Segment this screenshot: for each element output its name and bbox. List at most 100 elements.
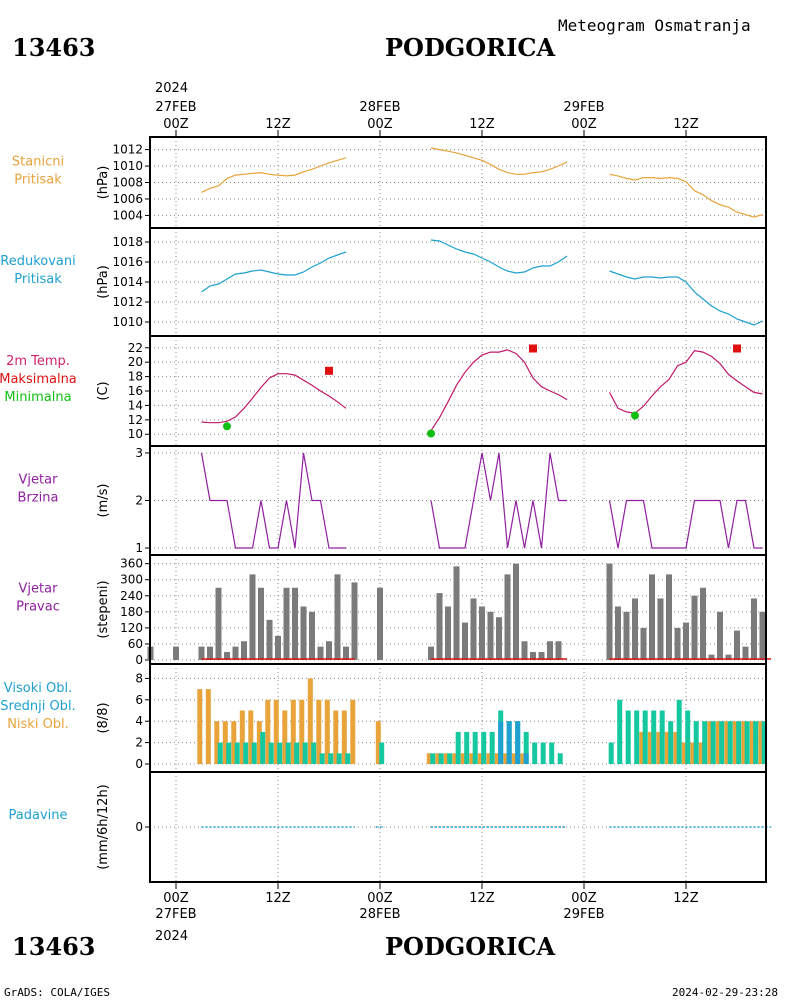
time-label-top: 00Z (571, 117, 597, 132)
top-year: 2024 (155, 81, 188, 96)
y-tick-label: 2 (135, 736, 143, 750)
y-tick-label: 0 (135, 757, 143, 771)
y-tick-label: 300 (120, 573, 143, 587)
cloud-bar (719, 721, 725, 764)
direction-bar (521, 641, 528, 660)
panel-label: Pritisak (14, 173, 62, 188)
direction-bar (742, 646, 749, 660)
cloud-bar (222, 721, 228, 764)
direction-bar (708, 654, 715, 660)
time-axis: 27FEB00Z00Z27FEB12Z12Z28FEB00Z00Z28FEB12… (155, 100, 698, 922)
time-label-bottom: 27FEB (155, 907, 196, 922)
cloud-bar (316, 699, 322, 764)
panel-label: Maksimalna (0, 372, 77, 387)
direction-bar (513, 563, 519, 660)
panel-label: 2m Temp. (6, 354, 70, 369)
cloud-bar (659, 710, 665, 764)
cloud-bar (523, 731, 529, 764)
y-tick-label: 1016 (112, 255, 143, 269)
cloud-bar (333, 710, 339, 764)
cloud-bar (503, 753, 509, 764)
cloud-bar (523, 753, 529, 764)
y-tick-label: 18 (128, 370, 143, 384)
cloud-bar (736, 721, 742, 764)
direction-bar (555, 641, 562, 660)
y-axis-label: (m/s) (96, 484, 111, 518)
cloud-bar (617, 699, 623, 764)
y-tick-label: 8 (135, 671, 143, 685)
cloud-bar (690, 742, 696, 764)
cloud-bar (664, 731, 670, 764)
cloud-bar (248, 710, 254, 764)
time-label-bottom: 12Z (673, 891, 699, 906)
direction-bar (266, 619, 273, 660)
panel-label: Pritisak (14, 272, 62, 287)
time-label-bottom: 00Z (367, 891, 393, 906)
series-line (430, 452, 567, 549)
direction-bar (649, 574, 655, 660)
y-tick-label: 10 (128, 427, 143, 441)
cloud-bar (350, 699, 356, 764)
cloud-bar (634, 710, 640, 764)
y-tick-label: 2 (135, 494, 143, 508)
direction-bar (640, 627, 647, 660)
cloud-bar (231, 721, 237, 764)
direction-bar (436, 593, 443, 660)
y-tick-label: 12 (128, 413, 143, 427)
series-line (430, 239, 568, 274)
direction-bar (334, 574, 341, 660)
cloud-bar (486, 753, 492, 764)
cloud-bar (608, 742, 614, 764)
y-tick-label: 4 (135, 714, 143, 728)
cloud-bar (732, 721, 738, 764)
product-title: Meteogram Osmatranja (558, 16, 751, 35)
time-label-top: 12Z (673, 117, 699, 132)
direction-bar (504, 574, 511, 660)
time-label-bottom: 12Z (469, 891, 495, 906)
panel-label: Padavine (9, 808, 68, 823)
y-tick-label: 1012 (112, 295, 143, 309)
cloud-bar (741, 721, 747, 764)
cloud-bar (727, 721, 733, 764)
y-tick-label: 360 (120, 557, 143, 571)
bottom-year: 2024 (155, 929, 188, 944)
cloud-bar (761, 721, 767, 764)
panel-label: Vjetar (19, 582, 59, 597)
cloud-bar (341, 710, 347, 764)
cloud-bar (549, 742, 555, 764)
cloud-bar (302, 742, 308, 764)
cloud-bar (268, 742, 274, 764)
y-tick-label: 1006 (112, 192, 143, 206)
cloud-bar (319, 753, 325, 764)
time-label-top: 00Z (163, 117, 189, 132)
panel-vjetar_brzina: 1 2 3 (m/s) Vjetar Brzina (18, 445, 767, 556)
cloud-bar (294, 742, 300, 764)
series-line (430, 349, 568, 431)
cloud-bar (438, 753, 444, 764)
cloud-bar (656, 731, 662, 764)
panel-label: Niski Obl. (7, 717, 69, 732)
y-axis-label: (stepeni) (96, 580, 111, 638)
y-tick-label: 1008 (112, 176, 143, 190)
y-axis-label: (hPa) (96, 265, 111, 299)
cloud-bar (506, 721, 512, 764)
y-tick-label: 14 (128, 398, 143, 412)
direction-bar (377, 587, 383, 660)
direction-bar (632, 598, 638, 660)
cloud-bar (685, 710, 691, 764)
series-line (609, 270, 763, 326)
panel-vjetar_pravac: 0 60 120 180 240 300 360 (stepeni) Vjetar Pravac (16, 554, 771, 667)
cloud-bar (282, 710, 288, 764)
direction-bar (300, 606, 307, 660)
y-axis-label: (C) (96, 381, 111, 400)
direction-bar (292, 587, 298, 660)
y-tick-label: 16 (128, 384, 143, 398)
y-tick-label: 6 (135, 693, 143, 707)
cloud-bar (265, 699, 271, 764)
direction-bar (207, 646, 213, 660)
direction-bar (725, 654, 732, 660)
y-axis-label: (mm/6h/12h) (96, 784, 111, 870)
cloud-bar (693, 721, 699, 764)
cloud-bar (375, 721, 381, 764)
cloud-bar (668, 721, 674, 764)
